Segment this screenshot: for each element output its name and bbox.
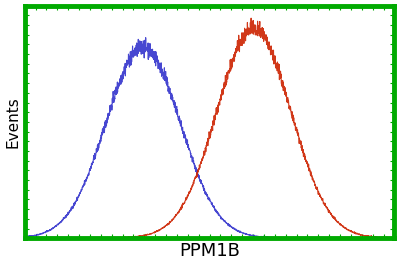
X-axis label: PPM1B: PPM1B <box>179 242 240 260</box>
Y-axis label: Events: Events <box>6 96 20 148</box>
